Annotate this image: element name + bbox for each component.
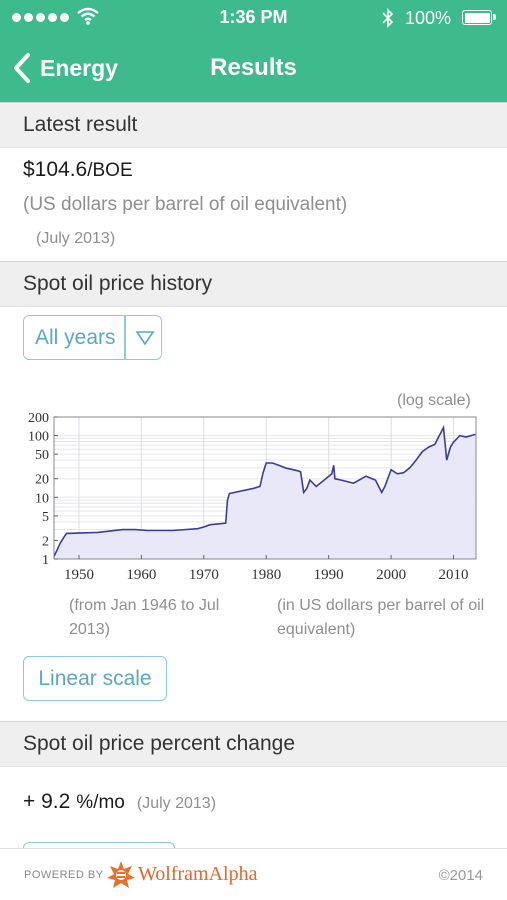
y-tick-label: 200 — [28, 411, 49, 426]
x-tick-label: 1960 — [126, 567, 156, 583]
section-title: Spot oil price history — [23, 272, 213, 295]
chevron-left-icon — [14, 53, 30, 83]
latest-description: (US dollars per barrel of oil equivalent… — [23, 194, 348, 215]
year-range-value: All years — [35, 325, 116, 349]
footer: POWERED BY WolframAlpha ©2014 — [0, 848, 507, 900]
page-title: Results — [210, 54, 297, 81]
chart-caption-range: (from Jan 1946 to Jul 2013) — [69, 597, 220, 638]
back-button[interactable]: Energy — [12, 50, 118, 86]
section-header-percent: Spot oil price percent change — [0, 721, 507, 767]
y-tick-label: 1 — [42, 553, 49, 568]
signal-strength-icon — [12, 13, 69, 22]
latest-value: $104.6 — [23, 158, 88, 181]
x-tick-label: 1980 — [251, 567, 281, 583]
bluetooth-icon — [382, 8, 394, 28]
section-title: Latest result — [23, 113, 138, 136]
status-time: 1:36 PM — [219, 7, 288, 27]
x-tick-label: 1970 — [189, 567, 219, 583]
year-range-dropdown[interactable]: All years — [23, 315, 162, 360]
wolframalpha-brand: WolframAlpha — [138, 863, 258, 885]
y-tick-label: 5 — [42, 510, 49, 525]
linear-scale-button[interactable]: Linear scale — [23, 656, 167, 701]
battery-icon — [462, 10, 496, 25]
y-tick-label: 50 — [35, 448, 49, 463]
wifi-icon — [77, 7, 99, 25]
price-area-fill — [54, 427, 476, 559]
y-tick-label: 10 — [35, 491, 49, 506]
percent-value-line: + 9.2 %/mo (July 2013) — [23, 790, 216, 814]
x-tick-label: 1990 — [314, 567, 344, 583]
percent-value: + 9.2 — [23, 790, 71, 813]
log-scale-note: (log scale) — [397, 392, 471, 409]
percent-date: (July 2013) — [136, 795, 217, 812]
plot-frame — [53, 416, 477, 560]
copyright: ©2014 — [438, 867, 483, 884]
y-tick-label: 2 — [42, 534, 49, 549]
battery-percent: 100% — [405, 8, 452, 28]
oil-price-chart: 1 2 5 10 20 50 100 200 1950 1960 1970 1980 1990 2000… — [28, 411, 477, 583]
top-bar: 1:36 PM 100% Energy Results — [0, 0, 507, 102]
back-label: Energy — [40, 54, 118, 81]
x-tick-label: 2010 — [439, 567, 469, 583]
chart-caption-units: (in US dollars per barrel of oil equival… — [277, 597, 485, 638]
percent-unit: %/mo — [76, 792, 125, 813]
section-header-latest: Latest result — [0, 102, 507, 148]
price-series-line — [53, 424, 476, 557]
y-tick-label: 100 — [28, 430, 49, 445]
partial-button-edge — [23, 842, 175, 848]
y-tick-label: 20 — [35, 473, 49, 488]
wolframalpha-logo-icon — [107, 861, 135, 888]
section-title: Spot oil price percent change — [23, 732, 296, 755]
dropdown-triangle-icon — [135, 330, 154, 345]
y-axis-ticks: 1 2 5 10 20 50 100 200 — [28, 411, 58, 568]
latest-value-line: $104.6/BOE — [23, 158, 133, 182]
x-axis-ticks: 1950 1960 1970 1980 1990 2000 2010 — [64, 555, 469, 583]
powered-by-label: POWERED BY — [24, 869, 104, 881]
x-tick-label: 2000 — [376, 567, 406, 583]
latest-date: (July 2013) — [36, 230, 116, 247]
status-bar: 1:36 PM 100% — [0, 0, 507, 36]
x-tick-label: 1950 — [64, 567, 94, 583]
section-header-history: Spot oil price history — [0, 261, 507, 307]
latest-unit: /BOE — [87, 160, 133, 181]
linear-scale-label: Linear scale — [38, 666, 152, 690]
